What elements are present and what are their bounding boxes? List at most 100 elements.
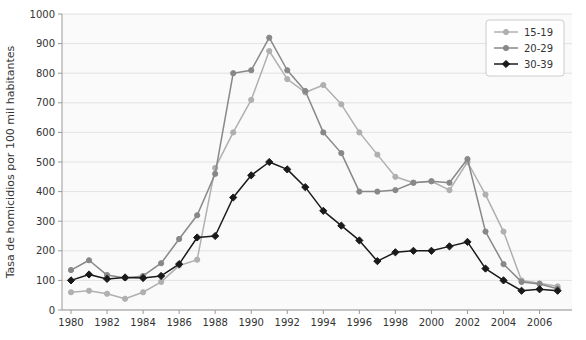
- legend-marker: [502, 60, 509, 67]
- data-point: [285, 77, 290, 82]
- data-point: [519, 279, 524, 284]
- y-tick-label: 400: [36, 186, 55, 197]
- y-tick-label: 900: [36, 38, 55, 49]
- data-point: [177, 236, 182, 241]
- y-tick-label: 700: [36, 97, 55, 108]
- x-tick: [215, 310, 216, 314]
- data-point: [375, 189, 380, 194]
- data-point: [339, 151, 344, 156]
- data-point: [392, 249, 399, 256]
- x-axis-line: [62, 310, 572, 311]
- x-tick-label: 1990: [238, 317, 263, 328]
- x-tick: [467, 310, 468, 314]
- x-tick-label: 1984: [130, 317, 155, 328]
- y-tick: [58, 310, 62, 311]
- x-axis-ticks: 1980198219841986198819901992199419961998…: [58, 310, 552, 328]
- data-point: [86, 258, 91, 263]
- data-point: [374, 258, 381, 265]
- data-point: [320, 207, 327, 214]
- grid-line: [62, 221, 572, 222]
- data-point: [158, 272, 165, 279]
- data-point: [465, 156, 470, 161]
- grid-line: [62, 191, 572, 192]
- data-point: [410, 247, 417, 254]
- data-point: [483, 229, 488, 234]
- data-point: [230, 194, 237, 201]
- legend: 15-1920-2930-39: [486, 20, 564, 76]
- data-point: [139, 274, 146, 281]
- data-point: [464, 238, 471, 245]
- series: [68, 48, 560, 301]
- y-tick: [58, 102, 62, 103]
- chart: 0100200300400500600700800900100019801982…: [0, 0, 586, 340]
- series: [67, 158, 561, 294]
- data-point: [248, 172, 255, 179]
- x-tick-label: 1982: [94, 317, 119, 328]
- x-tick-label: 2000: [419, 317, 444, 328]
- series-line: [71, 51, 558, 299]
- data-point: [500, 277, 507, 284]
- data-point: [518, 287, 525, 294]
- y-tick-label: 800: [36, 68, 55, 79]
- y-tick: [58, 162, 62, 163]
- y-tick-label: 100: [36, 275, 55, 286]
- y-tick-label: 0: [49, 305, 55, 316]
- x-tick-label: 1996: [347, 317, 372, 328]
- data-point: [212, 232, 219, 239]
- y-tick-label: 600: [36, 127, 55, 138]
- grid-line: [62, 132, 572, 133]
- y-tick: [58, 14, 62, 15]
- data-point: [267, 48, 272, 53]
- chart-container: 0100200300400500600700800900100019801982…: [0, 0, 586, 340]
- data-point: [554, 287, 561, 294]
- data-point: [338, 222, 345, 229]
- data-point: [357, 189, 362, 194]
- x-tick-label: 1994: [311, 317, 336, 328]
- data-point: [231, 71, 236, 76]
- y-tick-label: 300: [36, 216, 55, 227]
- x-tick-label: 2006: [527, 317, 552, 328]
- y-tick: [58, 250, 62, 251]
- legend-label: 30-39: [524, 59, 553, 70]
- data-point: [176, 261, 183, 268]
- legend-item: 20-29: [494, 43, 553, 54]
- grid-line: [62, 310, 572, 311]
- x-tick: [179, 310, 180, 314]
- data-point: [447, 180, 452, 185]
- x-tick: [539, 310, 540, 314]
- grid-line: [62, 162, 572, 163]
- data-point: [103, 275, 110, 282]
- data-point: [428, 247, 435, 254]
- data-point: [393, 188, 398, 193]
- x-tick-label: 2004: [491, 317, 516, 328]
- data-point: [249, 68, 254, 73]
- data-point: [85, 271, 92, 278]
- data-point: [195, 257, 200, 262]
- legend-marker: [503, 45, 508, 50]
- data-point: [375, 152, 380, 157]
- y-tick-label: 1000: [30, 9, 55, 20]
- data-point: [284, 166, 291, 173]
- data-point: [285, 68, 290, 73]
- data-point: [447, 188, 452, 193]
- plot-background: [62, 14, 572, 310]
- data-point: [483, 192, 488, 197]
- data-point: [501, 229, 506, 234]
- x-tick-label: 1988: [202, 317, 227, 328]
- data-point: [536, 286, 543, 293]
- data-point: [357, 130, 362, 135]
- data-point: [67, 277, 74, 284]
- data-point: [446, 243, 453, 250]
- data-point: [321, 130, 326, 135]
- data-point: [68, 267, 73, 272]
- y-tick: [58, 280, 62, 281]
- data-point: [249, 97, 254, 102]
- data-point: [411, 180, 416, 185]
- y-tick: [58, 132, 62, 133]
- x-tick-label: 1992: [275, 317, 300, 328]
- data-point: [303, 88, 308, 93]
- y-axis-line: [62, 14, 63, 310]
- data-point: [159, 261, 164, 266]
- grid-line: [62, 280, 572, 281]
- y-tick: [58, 191, 62, 192]
